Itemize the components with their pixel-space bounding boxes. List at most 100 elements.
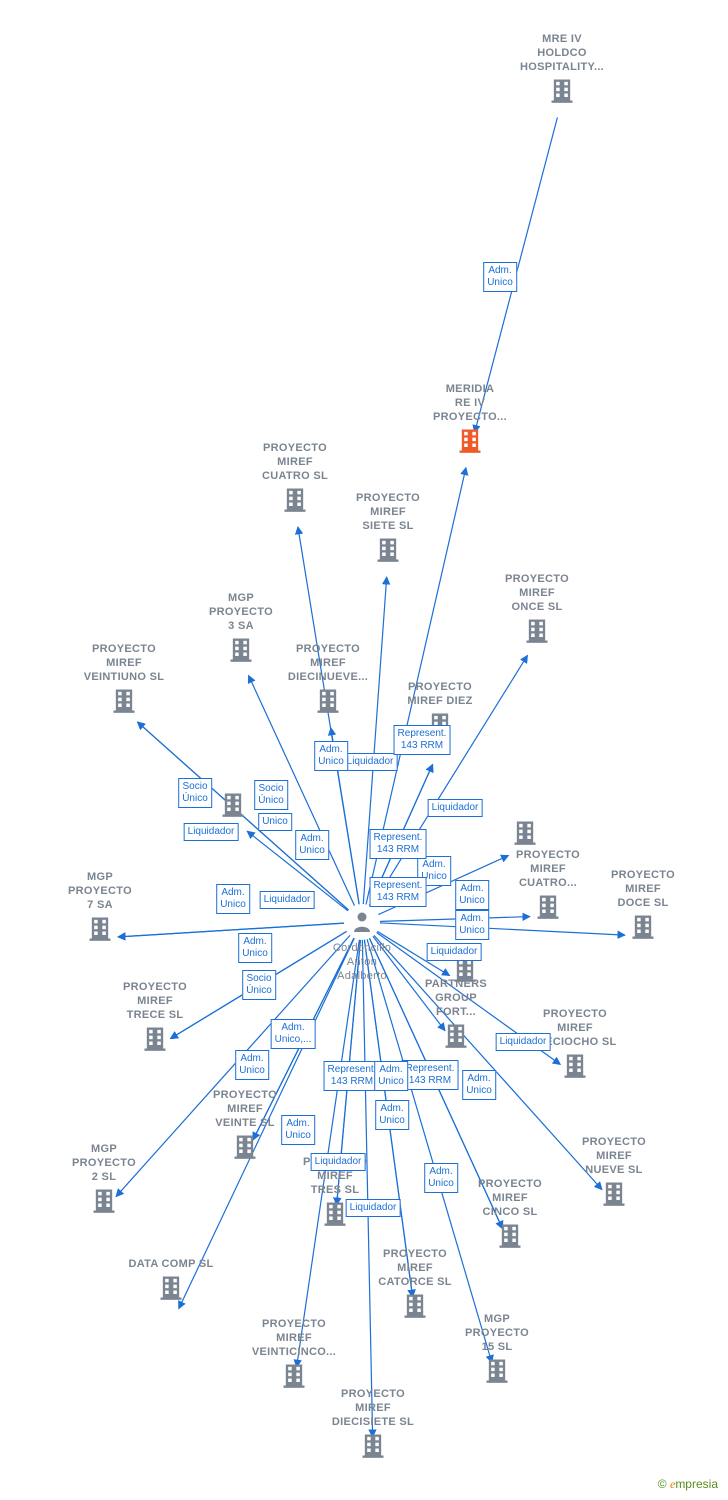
building-icon bbox=[280, 1376, 308, 1393]
edge-label: Liquidador bbox=[496, 1033, 551, 1051]
company-node-doce[interactable]: PROYECTOMIREFDOCE SL bbox=[593, 868, 693, 945]
building-icon bbox=[629, 927, 657, 944]
edge-label: Adm.Unico,... bbox=[271, 1019, 316, 1049]
person-label: CordoncilloAntonAdalberto bbox=[312, 941, 412, 983]
company-node-nueve[interactable]: PROYECTOMIREFNUEVE SL bbox=[564, 1135, 664, 1212]
company-node-veinte[interactable]: PROYECTOMIREFVEINTE SL bbox=[195, 1088, 295, 1165]
building-icon bbox=[496, 1236, 524, 1253]
edge-label: Adm.Unico bbox=[374, 1061, 408, 1091]
edge-label: Adm.Unico bbox=[314, 741, 348, 771]
building-icon bbox=[86, 929, 114, 946]
building-icon bbox=[219, 805, 247, 822]
building-icon bbox=[231, 1147, 259, 1164]
building-icon bbox=[359, 1446, 387, 1463]
building-icon bbox=[374, 550, 402, 567]
company-node-mre_holdco[interactable]: MRE IVHOLDCOHOSPITALITY... bbox=[512, 32, 612, 109]
edge-label: Liquidador bbox=[311, 1153, 366, 1171]
building-icon bbox=[523, 631, 551, 648]
company-label: MGPPROYECTO15 SL bbox=[447, 1312, 547, 1354]
edge-label: Represent.143 RRM bbox=[370, 829, 427, 859]
building-icon bbox=[401, 1306, 429, 1323]
company-label: PROYECTOMIREFNUEVE SL bbox=[564, 1135, 664, 1177]
edge-label: Adm.Unico bbox=[281, 1115, 315, 1145]
building-icon bbox=[561, 1066, 589, 1083]
person-node-center[interactable]: CordoncilloAntonAdalberto bbox=[312, 910, 412, 983]
edge-label: Represent.143 RRM bbox=[324, 1061, 381, 1091]
building-icon bbox=[456, 441, 484, 458]
edge-label: Liquidador bbox=[428, 799, 483, 817]
company-node-cuatro_sl[interactable]: PROYECTOMIREFCUATRO SL bbox=[245, 441, 345, 518]
building-icon bbox=[534, 907, 562, 924]
building-icon bbox=[281, 500, 309, 517]
company-label: MGPPROYECTO7 SA bbox=[50, 870, 150, 912]
company-label: PROYECTOMIREFTRECE SL bbox=[105, 980, 205, 1022]
edge-label: Adm.Unico bbox=[295, 830, 329, 860]
building-icon bbox=[483, 1371, 511, 1388]
edge-label: Adm.Unico bbox=[455, 910, 489, 940]
company-node-once[interactable]: PROYECTOMIREFONCE SL bbox=[487, 572, 587, 649]
building-icon bbox=[141, 1039, 169, 1056]
edge-label: SocioÚnico bbox=[242, 970, 276, 1000]
company-label: PROYECTOMIREFDOCE SL bbox=[593, 868, 693, 910]
company-node-mgp7[interactable]: MGPPROYECTO7 SA bbox=[50, 870, 150, 947]
company-node-trece[interactable]: PROYECTOMIREFTRECE SL bbox=[105, 980, 205, 1057]
company-node-diecinueve[interactable]: PROYECTOMIREFDIECINUEVE... bbox=[278, 642, 378, 719]
edge-label: Adm.Unico bbox=[375, 1100, 409, 1130]
company-label: MGPPROYECTO2 SL bbox=[54, 1142, 154, 1184]
edge-label: SocioÚnico bbox=[178, 778, 212, 808]
edge-label: Adm.Unico bbox=[238, 933, 272, 963]
company-node-cuatro2[interactable]: PROYECTOMIREFCUATRO... bbox=[498, 848, 598, 925]
edge-label: Adm.Unico bbox=[455, 880, 489, 910]
edge-label: Adm.Unico bbox=[235, 1050, 269, 1080]
company-node-mgp15[interactable]: MGPPROYECTO15 SL bbox=[447, 1312, 547, 1389]
graph-edges bbox=[0, 0, 728, 1500]
company-node-veinticinco[interactable]: PROYECTOMIREFVEINTICINCO... bbox=[244, 1317, 344, 1394]
company-label: PROYECTOMIREFCATORCE SL bbox=[365, 1247, 465, 1289]
edge-label: Liquidador bbox=[184, 823, 239, 841]
company-node-diecisiete[interactable]: PROYECTOMIREFDIECISIETE SL bbox=[323, 1387, 423, 1464]
company-node-datacomp[interactable]: DATA COMP SL bbox=[121, 1257, 221, 1306]
edge-label: Adm.Unico bbox=[462, 1070, 496, 1100]
company-node-siete[interactable]: PROYECTOMIREFSIETE SL bbox=[338, 491, 438, 568]
edge-label: SocioÚnico bbox=[254, 780, 288, 810]
edge-label: Represent.143 RRM bbox=[370, 877, 427, 907]
company-node-meridia_reiv[interactable]: MERIDIARE IVPROYECTO... bbox=[420, 382, 520, 459]
company-node-partners[interactable]: PARTNERSGROUPFORT... bbox=[406, 977, 506, 1054]
building-icon bbox=[442, 1036, 470, 1053]
company-label: PROYECTOMIREFCUATRO SL bbox=[245, 441, 345, 483]
edge-label: Adm.Unico bbox=[483, 262, 517, 292]
company-node-veintiuno[interactable]: PROYECTOMIREFVEINTIUNO SL bbox=[74, 642, 174, 719]
company-label: PARTNERSGROUPFORT... bbox=[406, 977, 506, 1019]
edge-label: Represent.143 RRM bbox=[394, 725, 451, 755]
building-icon bbox=[90, 1201, 118, 1218]
building-icon bbox=[227, 650, 255, 667]
edge-center-mgp7 bbox=[118, 923, 344, 937]
person-icon bbox=[350, 921, 374, 938]
edge-label: Liquidador bbox=[427, 943, 482, 961]
company-label: PROYECTOMIREF DIEZ bbox=[390, 680, 490, 708]
company-label: PROYECTOMIREFVEINTIUNO SL bbox=[74, 642, 174, 684]
edge-label: Liquidador bbox=[260, 891, 315, 909]
company-label: DATA COMP SL bbox=[121, 1257, 221, 1271]
company-label: MRE IVHOLDCOHOSPITALITY... bbox=[512, 32, 612, 74]
company-label: PROYECTOMIREFONCE SL bbox=[487, 572, 587, 614]
company-label: PROYECTOMIREFSIETE SL bbox=[338, 491, 438, 533]
copyright: © empresia bbox=[658, 1477, 718, 1492]
company-node-cinco[interactable]: PROYECTOMIREFCINCO SL bbox=[460, 1177, 560, 1254]
company-label: MGPPROYECTO3 SA bbox=[191, 591, 291, 633]
company-label: MERIDIARE IVPROYECTO... bbox=[420, 382, 520, 424]
building-icon bbox=[157, 1288, 185, 1305]
company-node-mgp3[interactable]: MGPPROYECTO3 SA bbox=[191, 591, 291, 668]
edge-label: Adm.Unico bbox=[424, 1163, 458, 1193]
company-label: PROYECTOMIREFCUATRO... bbox=[498, 848, 598, 890]
company-node-mgp2[interactable]: MGPPROYECTO2 SL bbox=[54, 1142, 154, 1219]
building-icon bbox=[600, 1194, 628, 1211]
company-label: PROYECTOMIREFCINCO SL bbox=[460, 1177, 560, 1219]
copyright-text: mpresia bbox=[675, 1477, 718, 1491]
building-icon bbox=[548, 91, 576, 108]
company-label: PROYECTOMIREFDIECINUEVE... bbox=[278, 642, 378, 684]
company-node-anon_858[interactable] bbox=[475, 818, 575, 851]
company-label: PROYECTOMIREFVEINTICINCO... bbox=[244, 1317, 344, 1359]
edge-label: Liquidador bbox=[346, 1199, 401, 1217]
edge-label: Liquidador bbox=[343, 753, 398, 771]
